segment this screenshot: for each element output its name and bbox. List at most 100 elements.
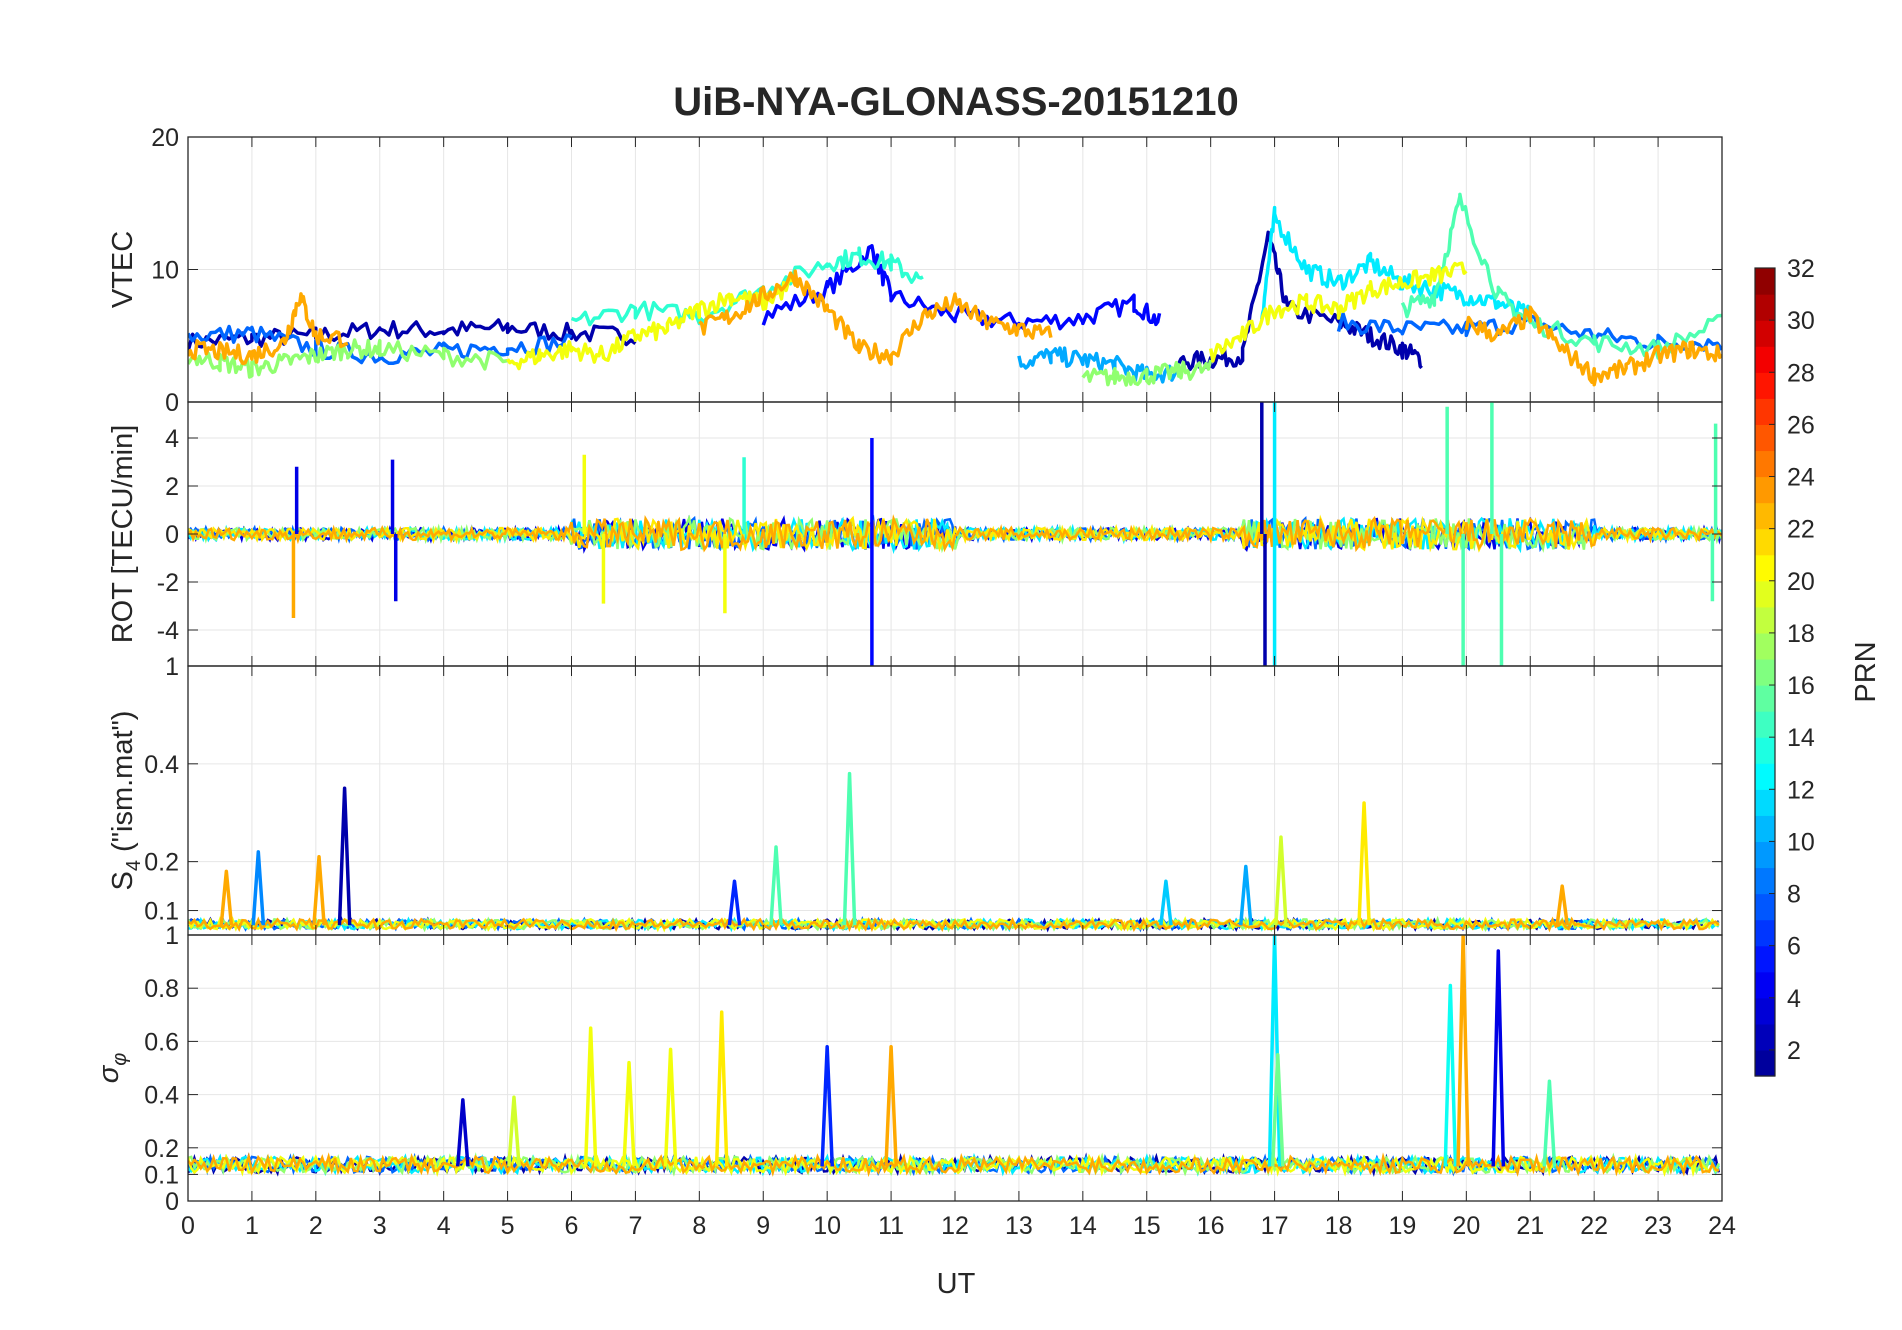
y-label-main: σ [93, 1064, 125, 1083]
rot-noise-prn-23 [188, 514, 1722, 553]
colorbar-segment [1755, 997, 1775, 1025]
colorbar-segment [1755, 372, 1775, 399]
peak-prn-20 [663, 1047, 678, 1167]
x-tick-label: 11 [878, 1212, 904, 1240]
series-line-prn-5 [761, 243, 1162, 331]
colorbar-segment [1755, 346, 1775, 373]
baseline-prn-23 [188, 1152, 1720, 1178]
colorbar-frame [1754, 267, 1776, 1077]
colorbar-tick-label: 14 [1787, 724, 1815, 752]
colorbar-segment [1755, 815, 1775, 843]
colorbar-tick-label: 10 [1787, 828, 1815, 856]
colorbar-segment [1755, 450, 1775, 478]
x-tick-label: 10 [813, 1212, 841, 1240]
peak-prn-15 [842, 771, 857, 926]
x-tick-label: 17 [1261, 1212, 1289, 1240]
peak-prn-15 [1542, 1079, 1557, 1167]
peak-prn-19 [1274, 835, 1288, 926]
colorbar-segment [1755, 841, 1775, 869]
peak-prn-23 [219, 869, 234, 926]
data-vtec [188, 192, 1722, 387]
baseline-prn-23 [188, 916, 1720, 933]
y-tick-label: 0.4 [144, 1082, 179, 1110]
series-line-prn-12 [1260, 205, 1532, 321]
colorbar-segment [1755, 554, 1775, 582]
colorbar-segment [1755, 867, 1775, 895]
y-tick-label: 1 [165, 922, 179, 950]
y-label-main: S [107, 871, 139, 890]
colorbar-segment [1755, 606, 1775, 634]
colorbar-segment [1755, 320, 1775, 347]
x-axis-label: UT [937, 1268, 976, 1300]
series-line-prn-20 [1208, 261, 1468, 363]
y-tick-label: -2 [157, 569, 179, 597]
colorbar-tick-label: 22 [1787, 516, 1815, 544]
x-axis-ticks: 0 1 2 3 4 5 6 7 8 9 10 11 12 13 14 15 16 17 18 19 20 21 22 23 24 [181, 1212, 1736, 1240]
series-line-prn-23 [188, 292, 349, 366]
x-tick-label: 2 [309, 1212, 323, 1240]
peak-prn-4 [1491, 949, 1506, 1167]
colorbar-segment [1755, 632, 1775, 660]
peak-prn-16 [1270, 1052, 1285, 1167]
colorbar-tick-label: 8 [1787, 881, 1801, 909]
series-line-prn-23 [698, 269, 1053, 366]
x-tick-label: 12 [941, 1212, 969, 1240]
peak-prn-13 [1443, 983, 1458, 1167]
data-sigma [188, 935, 1721, 1178]
colorbar-segment [1755, 711, 1775, 738]
colorbar-segment [1755, 398, 1775, 425]
colorbar-segment [1755, 893, 1775, 921]
grid-vtec [187, 136, 1723, 403]
y-tick-label: 0.6 [144, 1028, 179, 1056]
colorbar-label: PRN [1850, 641, 1882, 702]
colorbar-tick-label: 12 [1787, 776, 1815, 804]
x-tick-label: 3 [373, 1212, 387, 1240]
x-tick-label: 9 [756, 1212, 770, 1240]
y-ticks-sigma: 00.10.2 0.4 0.6 0.8 1 [144, 922, 1723, 1216]
y-axis-label-rot: ROT [TECU/min] [107, 425, 139, 644]
colorbar-segment [1755, 294, 1775, 321]
y-tick-label: 0 [165, 1188, 179, 1216]
colorbar-tick-label: 24 [1787, 464, 1815, 492]
x-tick-label: 13 [1005, 1212, 1033, 1240]
panel-sigma: 00.10.2 0.4 0.6 0.8 1 σφ [93, 922, 1723, 1216]
peak-prn-23 [1555, 884, 1570, 926]
y-tick-label: 0.2 [144, 849, 179, 877]
x-tick-label: 4 [437, 1212, 451, 1240]
peak-prn-20 [622, 1060, 636, 1167]
colorbar-segment [1755, 424, 1775, 452]
grid-s4 [187, 666, 1723, 935]
series-line-prn-2 [188, 318, 637, 353]
colorbar-tick-label: 30 [1787, 307, 1815, 335]
y-tick-label: 0.1 [144, 898, 179, 926]
colorbar-segment [1755, 1023, 1775, 1051]
colorbar-tick-label: 26 [1787, 411, 1815, 439]
y-axis-label-s4: S4 ("ism.mat") [107, 711, 145, 891]
colorbar-segment [1755, 580, 1775, 608]
colorbar-segment [1755, 737, 1775, 764]
y-tick-label: 10 [151, 257, 179, 285]
panel-rot: -4 -2 0 2 4 ROT [TECU/min] [107, 401, 1723, 667]
x-tick-label: 14 [1069, 1212, 1097, 1240]
peak-prn-3 [455, 1098, 470, 1167]
series-line-prn-10 [1017, 346, 1181, 384]
peak-prn-9 [251, 850, 266, 926]
colorbar-segment [1755, 528, 1775, 556]
colorbar-tick-label: 6 [1787, 933, 1801, 961]
x-tick-label: 5 [501, 1212, 515, 1240]
y-tick-label: 4 [165, 425, 179, 453]
panel-s4: 0.1 0.2 0.4 1 S4 ("ism.mat") [107, 653, 1723, 936]
colorbar-segment [1755, 789, 1775, 816]
series-line-prn-8 [188, 324, 573, 366]
peak-prn-21 [714, 1010, 729, 1167]
y-tick-label: 0 [165, 521, 179, 549]
x-tick-label: 20 [1452, 1212, 1480, 1240]
x-tick-label: 15 [1133, 1212, 1161, 1240]
colorbar-segment [1755, 268, 1775, 295]
peak-prn-6 [727, 879, 742, 926]
data-s4 [188, 771, 1720, 933]
colorbar-segment [1755, 763, 1775, 790]
x-tick-label: 8 [692, 1212, 706, 1240]
